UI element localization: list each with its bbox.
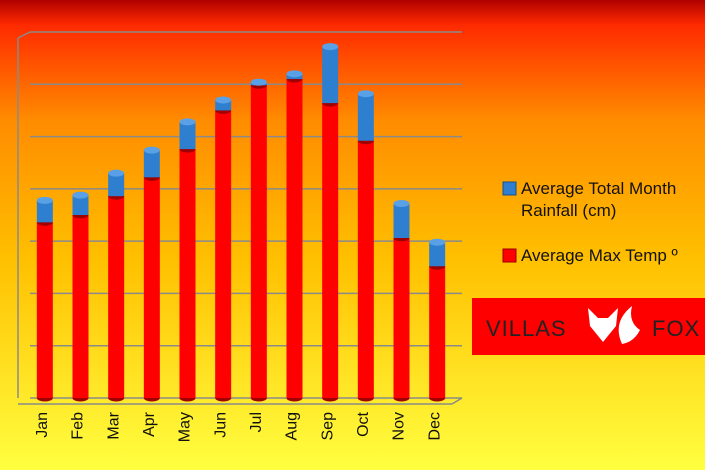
logo-banner: [472, 298, 705, 355]
bar-top: [286, 70, 303, 78]
x-tick-label: Jul: [248, 412, 265, 432]
bar: [429, 242, 446, 267]
bar: [108, 173, 125, 197]
bar: [215, 99, 232, 111]
x-tick-label: Oct: [355, 411, 372, 436]
bar: [357, 140, 374, 399]
bar: [357, 93, 374, 141]
bar-top: [357, 90, 374, 98]
bar-top: [143, 146, 160, 154]
bar: [393, 203, 410, 239]
bar: [108, 196, 125, 398]
bar: [250, 85, 267, 399]
bar-top: [72, 191, 89, 199]
bar: [286, 79, 303, 399]
bar: [322, 46, 339, 104]
x-tick-label: Feb: [70, 412, 87, 440]
bar: [429, 266, 446, 398]
bar-top: [393, 199, 410, 207]
x-tick-label: Aug: [284, 412, 301, 440]
legend-label: Average Total Month Rainfall (cm): [521, 179, 677, 220]
x-tick-label: Nov: [391, 412, 408, 440]
bar-top: [108, 169, 125, 177]
bar: [143, 177, 160, 398]
bar: [215, 110, 232, 398]
x-tick-label: Sep: [319, 412, 336, 441]
logo-text: VILLAS: [486, 316, 567, 341]
floor: [451, 397, 463, 405]
bar-top: [250, 78, 267, 86]
bar-top: [36, 196, 53, 204]
x-tick-label: Apr: [141, 411, 158, 437]
bar: [179, 149, 196, 398]
bar-top: [179, 118, 196, 126]
x-tick-label: May: [177, 412, 194, 442]
bar: [72, 215, 89, 398]
bar-top: [322, 43, 339, 51]
bar: [393, 238, 410, 398]
bar: [72, 195, 89, 215]
legend-swatch: [502, 181, 517, 196]
legend-swatch: [502, 248, 517, 263]
logo-icon: [588, 306, 640, 344]
axis-wall: [17, 31, 31, 39]
x-tick-label: Jun: [212, 412, 229, 438]
x-tick-label: Jan: [34, 412, 51, 438]
logo-text: FOX: [652, 316, 700, 341]
bar: [179, 121, 196, 150]
x-tick-label: Dec: [426, 412, 443, 440]
bar-top: [215, 96, 232, 104]
bar: [322, 103, 339, 398]
bar: [143, 150, 160, 178]
x-tick-label: Mar: [105, 411, 122, 439]
bar-top: [429, 238, 446, 246]
bar: [36, 200, 53, 223]
legend-label: Average Max Temp º: [521, 246, 678, 265]
bar: [36, 222, 53, 398]
